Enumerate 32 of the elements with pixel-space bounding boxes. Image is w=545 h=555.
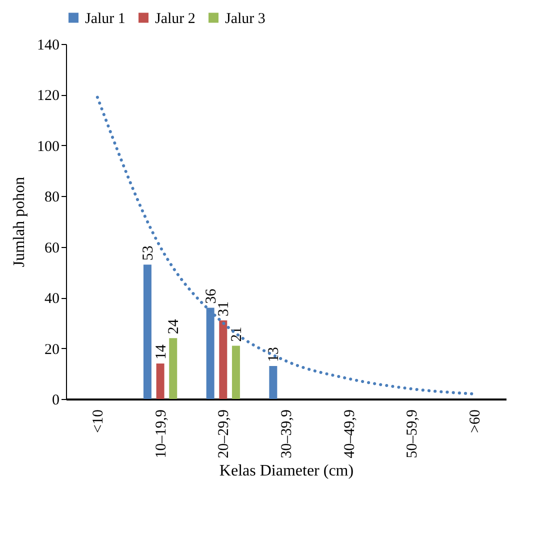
bar xyxy=(156,364,164,399)
legend-label: Jalur 3 xyxy=(225,10,266,27)
x-tick-label: 40–49,9 xyxy=(342,410,358,458)
y-tick-label: 120 xyxy=(37,88,60,104)
legend-label: Jalur 2 xyxy=(155,10,196,27)
x-tick-label: <10 xyxy=(90,410,106,433)
bar xyxy=(143,264,152,399)
legend-label: Jalur 1 xyxy=(85,10,126,27)
bar xyxy=(269,366,278,399)
y-tick-label: 140 xyxy=(37,38,60,54)
y-axis-title: Jumlah pohon xyxy=(11,176,28,268)
data-label: 53 xyxy=(140,246,156,261)
bar xyxy=(219,320,228,399)
y-tick-label: 80 xyxy=(44,190,60,206)
x-tick-label: >60 xyxy=(468,410,484,433)
y-tick-label: 100 xyxy=(37,138,60,155)
x-tick-label: 10–19,9 xyxy=(153,410,170,458)
data-label: 31 xyxy=(216,301,232,316)
y-tick-label: 20 xyxy=(44,342,60,358)
bar xyxy=(232,346,240,399)
data-label: 36 xyxy=(203,288,220,304)
x-tick-label: 30–39,9 xyxy=(279,410,295,458)
data-label: 14 xyxy=(153,344,170,360)
y-tick-label: 60 xyxy=(44,240,60,256)
bar xyxy=(169,338,178,399)
x-tick-label: 20–29,9 xyxy=(216,410,232,458)
x-axis-title: Kelas Diameter (cm) xyxy=(219,462,354,480)
data-label: 13 xyxy=(266,347,282,362)
y-tick-label: 0 xyxy=(52,392,60,408)
y-tick-label: 40 xyxy=(44,291,60,308)
data-label: 24 xyxy=(166,318,182,334)
x-tick-label: 50–59,9 xyxy=(404,410,421,458)
